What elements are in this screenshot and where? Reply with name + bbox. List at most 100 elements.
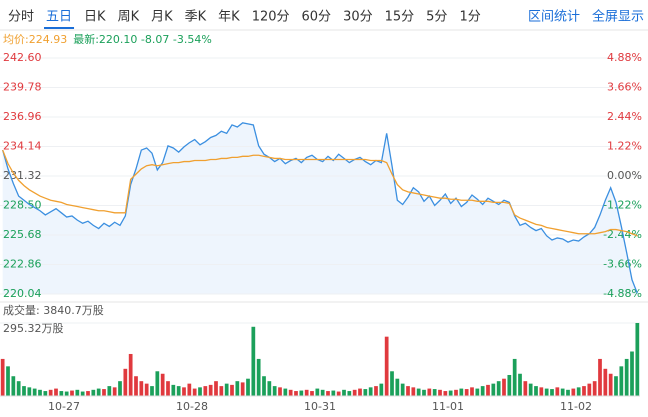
volume-bar — [150, 386, 154, 396]
volume-bar — [182, 387, 186, 396]
price-line — [2, 122, 638, 294]
volume-bar — [304, 389, 309, 396]
volume-bar — [347, 391, 352, 396]
y-tick-label: 295.32万股 — [3, 322, 64, 335]
volume-bar — [176, 386, 181, 396]
volume-bar — [128, 353, 133, 396]
y2-tick-label: -3.66% — [603, 258, 642, 271]
volume-bar — [603, 368, 608, 396]
tab[interactable]: 分时 — [8, 10, 34, 25]
volume-bar — [91, 389, 96, 396]
volume-bar — [208, 384, 213, 396]
volume-bar — [80, 391, 85, 396]
x-tick-label: 10-31 — [304, 400, 336, 413]
volume-bar — [198, 387, 202, 396]
tab[interactable]: 周K — [118, 10, 140, 25]
y-tick-label: 234.14 — [3, 140, 42, 153]
volume-bar — [534, 386, 538, 396]
tab[interactable]: 30分 — [343, 10, 373, 25]
volume-bar — [32, 388, 37, 396]
y2-tick-label: -1.22% — [603, 199, 642, 212]
volume-bar — [331, 390, 336, 396]
y2-tick-label: 0.00% — [607, 169, 642, 182]
volume-bar — [326, 391, 330, 396]
tab[interactable]: 120分 — [252, 10, 290, 25]
volume-bar — [528, 383, 533, 396]
tab[interactable]: 年K — [218, 10, 240, 25]
volume-bar — [438, 389, 442, 396]
volume-bar — [422, 389, 426, 396]
volume-bar — [262, 376, 266, 396]
volume-bar — [470, 387, 474, 396]
volume-bar — [411, 387, 416, 396]
volume-bar — [560, 388, 565, 396]
action-link[interactable]: 全屏显示 — [592, 9, 644, 25]
volume-bar — [342, 389, 346, 396]
volume-bar — [576, 387, 581, 396]
volume-bar — [587, 383, 592, 396]
volume-bar — [630, 351, 634, 396]
volume-bar — [523, 381, 528, 396]
tab[interactable]: 月K — [151, 10, 173, 25]
volume-bar — [171, 384, 176, 396]
volume-bar — [187, 383, 192, 396]
volume-bar — [624, 358, 629, 396]
latest-price: 最新:220.10 -8.07 -3.54% — [73, 32, 212, 46]
volume-bar — [246, 378, 250, 396]
volume-bar — [475, 388, 480, 396]
y-tick-label: 242.60 — [3, 51, 42, 64]
volume-bar — [518, 373, 522, 396]
tab[interactable]: 15分 — [385, 10, 415, 25]
y-tick-label: 228.50 — [3, 199, 42, 212]
y-tick-label: 225.68 — [3, 228, 42, 241]
x-tick-label: 11-02 — [560, 400, 592, 413]
volume-bar — [235, 381, 240, 396]
volume-bar — [598, 358, 602, 396]
y2-tick-label: 1.22% — [607, 140, 642, 153]
volume-bar — [310, 391, 314, 396]
volume-bar — [384, 336, 389, 396]
volume-bar — [635, 323, 640, 396]
volume-bar — [38, 389, 42, 396]
volume-bar — [374, 386, 378, 396]
volume-bar — [59, 391, 64, 396]
volume-bar — [448, 390, 453, 396]
volume-bar — [86, 391, 90, 396]
volume-bar — [107, 386, 112, 396]
y2-tick-label: 4.88% — [607, 51, 642, 64]
volume-bar — [144, 383, 149, 396]
tab[interactable]: 季K — [185, 10, 207, 25]
volume-bar — [283, 388, 288, 396]
volume-bar — [64, 391, 69, 396]
tab[interactable]: 1分 — [459, 10, 480, 25]
volume-bar — [416, 388, 421, 396]
volume-bar — [219, 386, 224, 396]
volume-bar — [358, 388, 362, 396]
volume-bar — [22, 386, 26, 396]
volume-bar — [544, 388, 549, 396]
volume-bar — [192, 388, 197, 396]
tab[interactable]: 60分 — [302, 10, 332, 25]
volume-bar — [459, 388, 464, 396]
volume-bar — [160, 373, 165, 396]
volume-bar — [230, 384, 234, 396]
tab[interactable]: 日K — [84, 10, 106, 25]
volume-bar — [27, 387, 32, 396]
tab[interactable]: 5分 — [426, 10, 447, 25]
tab[interactable]: 五日 — [46, 10, 72, 25]
volume-bar — [320, 389, 325, 396]
action-link[interactable]: 区间统计 — [528, 10, 580, 25]
y2-tick-label: -4.88% — [603, 287, 642, 300]
volume-bar — [454, 389, 458, 396]
y2-tick-label: 3.66% — [607, 81, 642, 94]
volume-bar — [6, 366, 10, 396]
volume-bar — [566, 389, 570, 396]
volume-bar — [368, 387, 373, 396]
volume-bar — [395, 378, 400, 396]
x-tick-label: 10-28 — [176, 400, 208, 413]
volume-bar — [571, 388, 576, 396]
x-tick-label: 11-01 — [432, 400, 464, 413]
volume-bar — [614, 376, 618, 396]
average-line — [2, 149, 638, 237]
volume-bar — [240, 382, 245, 396]
